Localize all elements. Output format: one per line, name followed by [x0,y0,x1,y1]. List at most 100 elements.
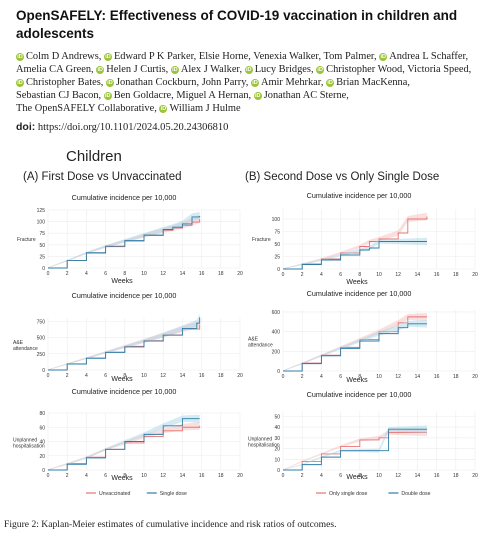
x-tick-label: 16 [199,271,205,277]
y-axis-label: A&E [13,340,24,346]
author-name: Sebastian CJ Bacon, [16,90,101,101]
y-tick-label: 0 [277,369,280,375]
x-tick-label: 2 [66,473,69,479]
x-axis-label: Weeks [111,376,133,383]
author-name-text: Victoria Speed, [407,64,472,75]
y-tick-label: 125 [37,208,46,214]
x-tick-label: 12 [160,473,166,479]
y-axis-label: A&E [248,337,259,343]
x-tick-label: 18 [218,271,224,277]
x-tick-label: 2 [301,374,304,380]
y-axis-label: Fracture [252,237,271,243]
y-tick-label: 0 [42,266,45,272]
y-tick-label: 0 [42,368,45,374]
series-line-single-dose [48,216,201,269]
x-tick-label: 18 [218,473,224,479]
x-tick-label: 10 [141,373,147,379]
author-name-text: Andrea L Schaffer, [389,51,469,62]
confidence-band-single-dose [48,414,200,470]
x-tick-label: 20 [472,374,478,380]
author-name: John Parry, [202,77,249,88]
y-tick-label: 50 [39,243,45,249]
x-tick-label: 16 [199,373,205,379]
author-name: iD William J Hulme [159,103,241,114]
orcid-icon[interactable]: iD [96,66,105,74]
orcid-icon[interactable]: iD [16,53,24,61]
orcid-icon[interactable]: iD [159,105,168,113]
author-name-text: Christopher Bates, [26,77,104,88]
orcid-icon[interactable]: iD [103,53,112,61]
author-name-text: Amelia CA Green, [16,64,94,75]
x-tick-label: 16 [434,473,440,479]
plot-title: Cumulative incidence per 10,000 [307,191,412,200]
orcid-icon[interactable]: iD [244,66,253,74]
author-name: iD Amir Mehrkar, [250,77,324,88]
author-name-text: Amir Mehrkar, [260,77,324,88]
y-tick-label: 75 [39,231,45,237]
x-tick-label: 0 [47,473,50,479]
x-tick-label: 8 [123,373,126,379]
plot-title: Cumulative incidence per 10,000 [307,390,412,399]
series-line-double-dose [283,428,427,471]
plot-title: Cumulative incidence per 10,000 [72,193,177,202]
x-tick-label: 4 [320,473,323,479]
y-axis-label: hospitalisation [248,443,280,449]
y-tick-label: 20 [39,454,45,460]
orcid-icon[interactable]: iD [250,79,259,87]
y-tick-label: 50 [274,414,280,420]
y-tick-label: 80 [39,411,45,417]
y-axis-label: Unplanned [248,437,272,443]
x-tick-label: 6 [104,473,107,479]
x-tick-label: 12 [160,373,166,379]
legend-label: Only single dose [329,491,367,497]
x-tick-label: 6 [339,272,342,278]
author-name-text: Colm D Andrews, [26,51,102,62]
orcid-icon[interactable]: iD [105,79,114,87]
x-axis-label: Weeks [346,279,368,286]
x-tick-label: 4 [320,272,323,278]
doi-link[interactable]: https://doi.org/10.1101/2024.05.20.24306… [37,122,229,133]
y-tick-label: 40 [274,425,280,431]
confidence-band-single-dose [48,212,200,268]
confidence-band-unvaccinated [48,214,200,268]
orcid-icon[interactable]: iD [253,92,262,100]
series-line-single-dose [48,418,200,471]
orcid-icon[interactable]: iD [103,92,112,100]
x-tick-label: 18 [218,373,224,379]
x-tick-label: 4 [85,271,88,277]
series-line-double-dose [283,323,427,372]
x-tick-label: 20 [237,271,243,277]
orcid-icon[interactable]: iD [326,79,335,87]
x-tick-label: 6 [339,374,342,380]
x-tick-label: 12 [395,473,401,479]
author-name: iD Brian MacKenna, [326,77,410,88]
x-tick-label: 4 [85,473,88,479]
orcid-icon[interactable]: iD [16,79,24,87]
plot-title: Cumulative incidence per 10,000 [307,289,412,298]
x-tick-label: 20 [472,272,478,278]
figure-title: Children [66,148,122,165]
y-axis-label: attendance [13,346,38,352]
x-tick-label: 10 [141,473,147,479]
author-name-text: Miguel A Hernan, [176,90,252,101]
orcid-icon[interactable]: iD [316,66,325,74]
confidence-band-unvaccinated [48,320,200,370]
series-line-double-dose [283,241,427,270]
legend-label: Unvaccinated [99,491,131,497]
x-tick-label: 18 [453,272,459,278]
x-tick-label: 16 [434,374,440,380]
author-name: Tom Palmer, [323,51,376,62]
x-tick-label: 0 [47,271,50,277]
x-tick-label: 16 [199,473,205,479]
author-name-text: Sebastian CJ Bacon, [16,90,102,101]
doi-label: doi: [16,121,36,133]
y-tick-label: 100 [272,217,281,223]
author-name: iD Helen J Curtis, [96,64,168,75]
orcid-icon[interactable]: iD [170,66,179,74]
author-name: iD Lucy Bridges, [244,64,314,75]
orcid-icon[interactable]: iD [379,53,388,61]
y-axis-label: Fracture [17,237,36,243]
y-tick-label: 25 [39,254,45,260]
author-name-text: Helen J Curtis, [106,64,169,75]
author-name: Victoria Speed, [407,64,471,75]
